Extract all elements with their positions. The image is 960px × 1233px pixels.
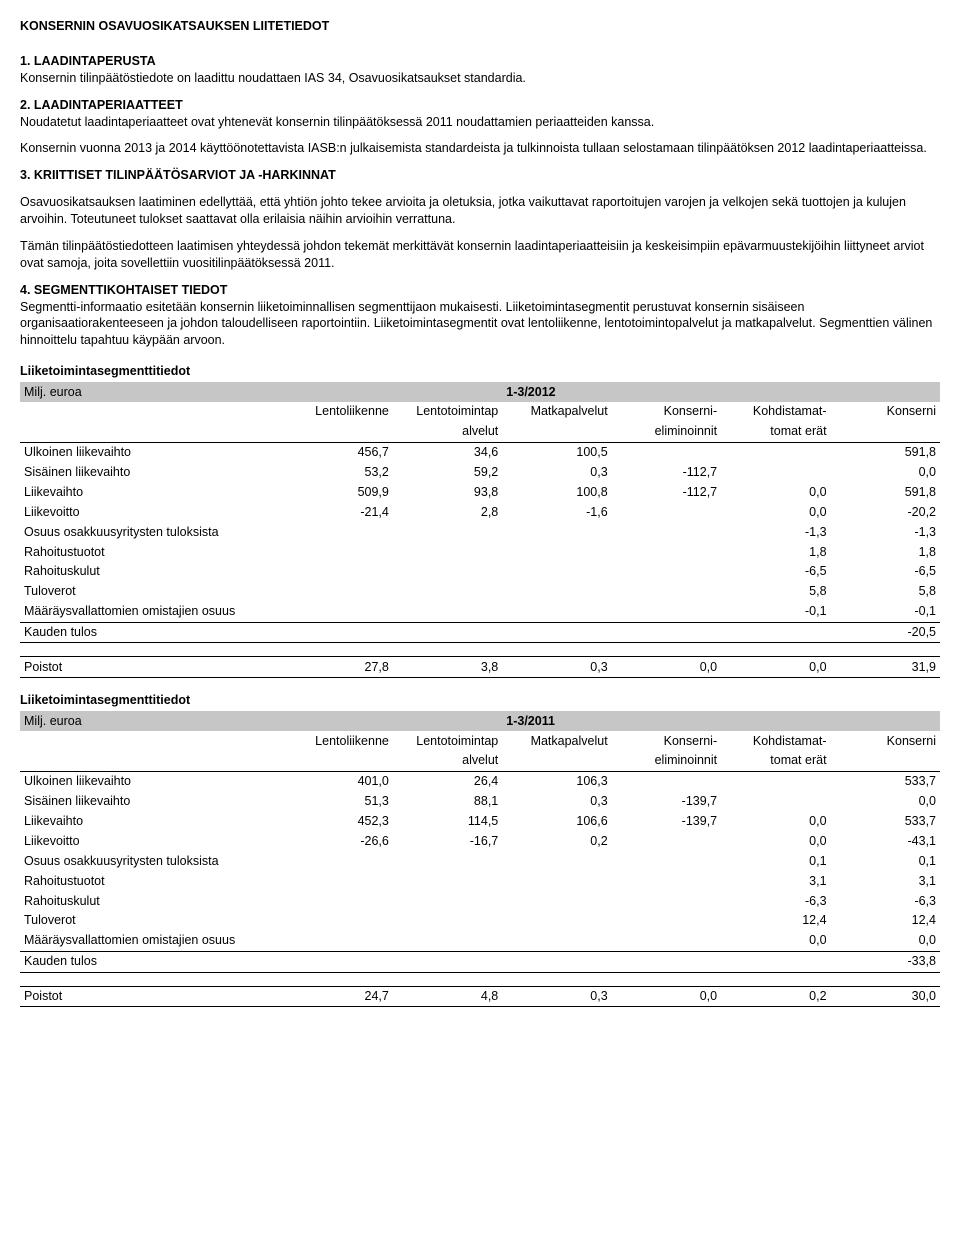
sec3-head: 3. KRIITTISET TILINPÄÄTÖSARVIOT JA -HARK… xyxy=(20,167,940,184)
table-header-row: Milj. euroa 1-3/2012 xyxy=(20,382,940,402)
table-row: Rahoituskulut-6,3-6,3 xyxy=(20,891,940,911)
seg-title-2012: Liiketoimintasegmenttitiedot xyxy=(20,363,940,380)
unit-label: Milj. euroa xyxy=(20,711,283,731)
table-header-row: Milj. euroa 1-3/2011 xyxy=(20,711,940,731)
kauden-row: Kauden tulos -33,8 xyxy=(20,951,940,972)
table-row: Sisäinen liikevaihto51,388,10,3-139,70,0 xyxy=(20,792,940,812)
sec2-p1: Noudatetut laadintaperiaatteet ovat yhte… xyxy=(20,115,654,129)
col-header-row1: Lentoliikenne Lentotoimintap Matkapalvel… xyxy=(20,731,940,751)
sec2-head: 2. LAADINTAPERIAATTEET xyxy=(20,98,183,112)
poistot-row: Poistot 27,8 3,8 0,3 0,0 0,0 31,9 xyxy=(20,657,940,678)
col-header-row1: Lentoliikenne Lentotoimintap Matkapalvel… xyxy=(20,402,940,422)
sec2: 2. LAADINTAPERIAATTEET Noudatetut laadin… xyxy=(20,97,940,131)
sec2-p2: Konsernin vuonna 2013 ja 2014 käyttöönot… xyxy=(20,140,940,157)
table-row: Rahoitustuotot3,13,1 xyxy=(20,871,940,891)
poistot-row: Poistot 24,7 4,8 0,3 0,0 0,2 30,0 xyxy=(20,986,940,1007)
sec3-p1: Osavuosikatsauksen laatiminen edellyttää… xyxy=(20,194,940,228)
table-row: Määräysvallattomien omistajien osuus0,00… xyxy=(20,931,940,951)
sec4: 4. SEGMENTTIKOHTAISET TIEDOT Segmentti-i… xyxy=(20,282,940,350)
table-row: Rahoitustuotot1,81,8 xyxy=(20,542,940,562)
col-header-row2: alvelut eliminoinnit tomat erät xyxy=(20,751,940,771)
table-row: Osuus osakkuusyritysten tuloksista0,10,1 xyxy=(20,851,940,871)
page: KONSERNIN OSAVUOSIKATSAUKSEN LIITETIEDOT… xyxy=(0,0,960,1037)
period-2012: 1-3/2012 xyxy=(502,382,721,402)
sec4-p1: Segmentti-informaatio esitetään konserni… xyxy=(20,300,932,348)
sec3-p2: Tämän tilinpäätöstiedotteen laatimisen y… xyxy=(20,238,940,272)
table-row: Tuloverot5,85,8 xyxy=(20,582,940,602)
seg-title-2011: Liiketoimintasegmenttitiedot xyxy=(20,692,940,709)
table-row: Rahoituskulut-6,5-6,5 xyxy=(20,562,940,582)
table-row: Liikevaihto509,993,8100,8-112,70,0591,8 xyxy=(20,482,940,502)
table-row: Sisäinen liikevaihto53,259,20,3-112,70,0 xyxy=(20,463,940,483)
sec1-head: 1. LAADINTAPERUSTA xyxy=(20,54,156,68)
segment-table-2011: Milj. euroa 1-3/2011 Lentoliikenne Lento… xyxy=(20,711,940,1007)
table-row: Liikevoitto-21,42,8-1,60,0-20,2 xyxy=(20,502,940,522)
table-row: Tuloverot12,412,4 xyxy=(20,911,940,931)
col-header-row2: alvelut eliminoinnit tomat erät xyxy=(20,422,940,442)
table-row: Liikevaihto452,3114,5106,6-139,70,0533,7 xyxy=(20,812,940,832)
table-row: Osuus osakkuusyritysten tuloksista-1,3-1… xyxy=(20,522,940,542)
unit-label: Milj. euroa xyxy=(20,382,283,402)
table-row: Ulkoinen liikevaihto456,734,6100,5591,8 xyxy=(20,442,940,462)
sec1-p1: Konsernin tilinpäätöstiedote on laadittu… xyxy=(20,71,526,85)
period-2011: 1-3/2011 xyxy=(502,711,721,731)
table-row: Ulkoinen liikevaihto401,026,4106,3533,7 xyxy=(20,771,940,791)
page-title: KONSERNIN OSAVUOSIKATSAUKSEN LIITETIEDOT xyxy=(20,18,940,35)
kauden-row: Kauden tulos -20,5 xyxy=(20,622,940,643)
sec1: 1. LAADINTAPERUSTA Konsernin tilinpäätös… xyxy=(20,53,940,87)
segment-table-2012: Milj. euroa 1-3/2012 Lentoliikenne Lento… xyxy=(20,382,940,678)
sec4-head: 4. SEGMENTTIKOHTAISET TIEDOT xyxy=(20,283,227,297)
table-row: Määräysvallattomien omistajien osuus-0,1… xyxy=(20,602,940,622)
table-row: Liikevoitto-26,6-16,70,20,0-43,1 xyxy=(20,831,940,851)
